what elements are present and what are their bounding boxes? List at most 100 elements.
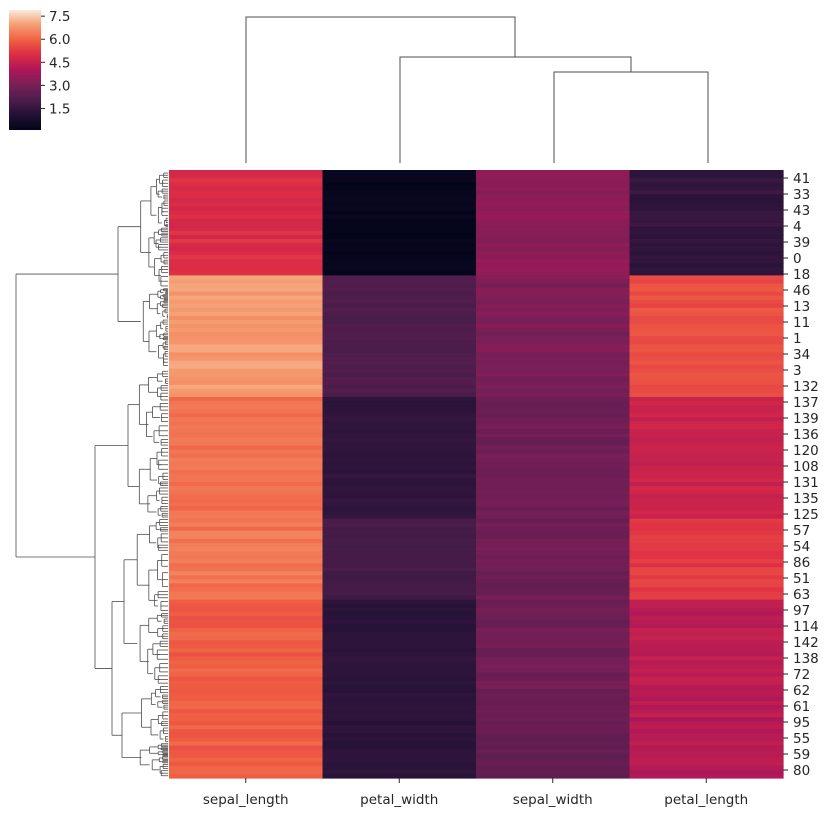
heatmap-cell xyxy=(629,364,784,370)
heatmap-cell xyxy=(169,445,324,451)
heatmap-cell xyxy=(169,753,324,759)
heatmap-cell xyxy=(169,194,324,199)
heatmap-cell xyxy=(629,174,784,179)
heatmap-cell xyxy=(629,202,784,208)
heatmap-cell xyxy=(169,672,324,678)
heatmap-cell xyxy=(322,502,477,508)
heatmap-cell xyxy=(476,555,631,560)
heatmap-cell xyxy=(169,498,324,503)
heatmap-cell xyxy=(629,360,784,366)
heatmap-cell xyxy=(629,214,784,220)
heatmap-cell xyxy=(322,583,477,589)
heatmap-cell xyxy=(476,773,631,779)
heatmap-cell xyxy=(169,567,324,572)
heatmap-cell xyxy=(322,287,477,293)
heatmap-cell xyxy=(629,615,784,621)
heatmap-cell xyxy=(476,607,631,613)
column-tick-label: sepal_length xyxy=(203,792,289,808)
heatmap-cell xyxy=(629,384,784,390)
heatmap-cell xyxy=(629,242,784,248)
heatmap-cell xyxy=(322,510,477,516)
heatmap-cell xyxy=(476,405,631,410)
heatmap-cell xyxy=(169,534,324,540)
row-tick-label: 142 xyxy=(793,635,819,651)
heatmap-cell xyxy=(476,486,631,491)
heatmap-cell xyxy=(322,303,477,309)
heatmap-cell xyxy=(476,315,631,321)
heatmap-cell xyxy=(322,729,477,735)
heatmap-cell xyxy=(169,729,324,735)
heatmap-cell xyxy=(322,425,477,431)
heatmap-cell xyxy=(322,206,477,212)
heatmap-cell xyxy=(322,705,477,710)
row-tick-label: 33 xyxy=(793,187,810,203)
heatmap-cell xyxy=(629,514,784,520)
heatmap-cell xyxy=(629,705,784,710)
heatmap-cell xyxy=(629,717,784,722)
heatmap-cell xyxy=(476,575,631,580)
row-tick-label: 11 xyxy=(793,315,810,331)
row-tick-label: 131 xyxy=(793,475,819,491)
heatmap-cell xyxy=(476,388,631,394)
heatmap-cell xyxy=(322,222,477,228)
heatmap-cell xyxy=(169,757,324,763)
heatmap-cell xyxy=(169,700,324,706)
row-tick-label: 55 xyxy=(793,731,810,747)
heatmap-cell xyxy=(629,700,784,706)
heatmap-cell xyxy=(322,555,477,560)
heatmap-cell xyxy=(629,721,784,726)
heatmap-cell xyxy=(169,510,324,516)
heatmap-cell xyxy=(476,623,631,629)
heatmap-cell xyxy=(476,275,631,281)
heatmap-cell xyxy=(322,182,477,187)
heatmap-cell xyxy=(169,530,324,536)
heatmap-cell xyxy=(169,247,324,252)
heatmap-cell xyxy=(476,534,631,540)
heatmap-cell xyxy=(629,676,784,682)
heatmap-cell xyxy=(322,413,477,418)
heatmap-cell xyxy=(476,542,631,548)
heatmap-cell xyxy=(322,356,477,362)
heatmap-cell xyxy=(169,676,324,682)
row-tick-label: 80 xyxy=(793,763,810,779)
heatmap-cell xyxy=(629,405,784,410)
heatmap-cell xyxy=(629,648,784,653)
heatmap-cell xyxy=(476,218,631,224)
heatmap-cell xyxy=(476,198,631,204)
heatmap-cell xyxy=(476,510,631,516)
heatmap-cell xyxy=(476,563,631,568)
heatmap-cell xyxy=(169,461,324,467)
row-tick-label: 97 xyxy=(793,603,810,619)
heatmap-cell xyxy=(322,218,477,224)
heatmap-cell xyxy=(169,749,324,755)
heatmap-cell xyxy=(169,761,324,767)
heatmap-cell xyxy=(476,676,631,682)
heatmap-cell xyxy=(476,465,631,471)
heatmap-cell xyxy=(169,238,324,244)
heatmap-cell xyxy=(476,506,631,512)
heatmap-cell xyxy=(476,303,631,309)
heatmap-cell xyxy=(169,275,324,281)
heatmap-cell xyxy=(476,518,631,524)
heatmap-cell xyxy=(322,745,477,751)
heatmap-cell xyxy=(322,409,477,414)
heatmap-cell xyxy=(629,753,784,759)
heatmap-cell xyxy=(322,307,477,313)
heatmap-cell xyxy=(629,684,784,690)
heatmap-cell xyxy=(322,652,477,657)
heatmap-cell xyxy=(476,656,631,662)
row-tick-label: 39 xyxy=(793,235,810,251)
row-tick-label: 1 xyxy=(793,331,802,347)
heatmap-cell xyxy=(169,502,324,508)
row-tick-label: 43 xyxy=(793,203,810,219)
heatmap-cell xyxy=(476,753,631,759)
heatmap-cell xyxy=(169,210,324,216)
row-tick-label: 51 xyxy=(793,571,810,587)
row-tick-label: 86 xyxy=(793,555,810,571)
heatmap-cell xyxy=(629,413,784,418)
heatmap-cell xyxy=(169,619,324,625)
heatmap-cell xyxy=(169,709,324,714)
heatmap-cell xyxy=(629,234,784,240)
colorbar-tick-label: 4.5 xyxy=(49,55,70,71)
heatmap-cell xyxy=(629,409,784,414)
